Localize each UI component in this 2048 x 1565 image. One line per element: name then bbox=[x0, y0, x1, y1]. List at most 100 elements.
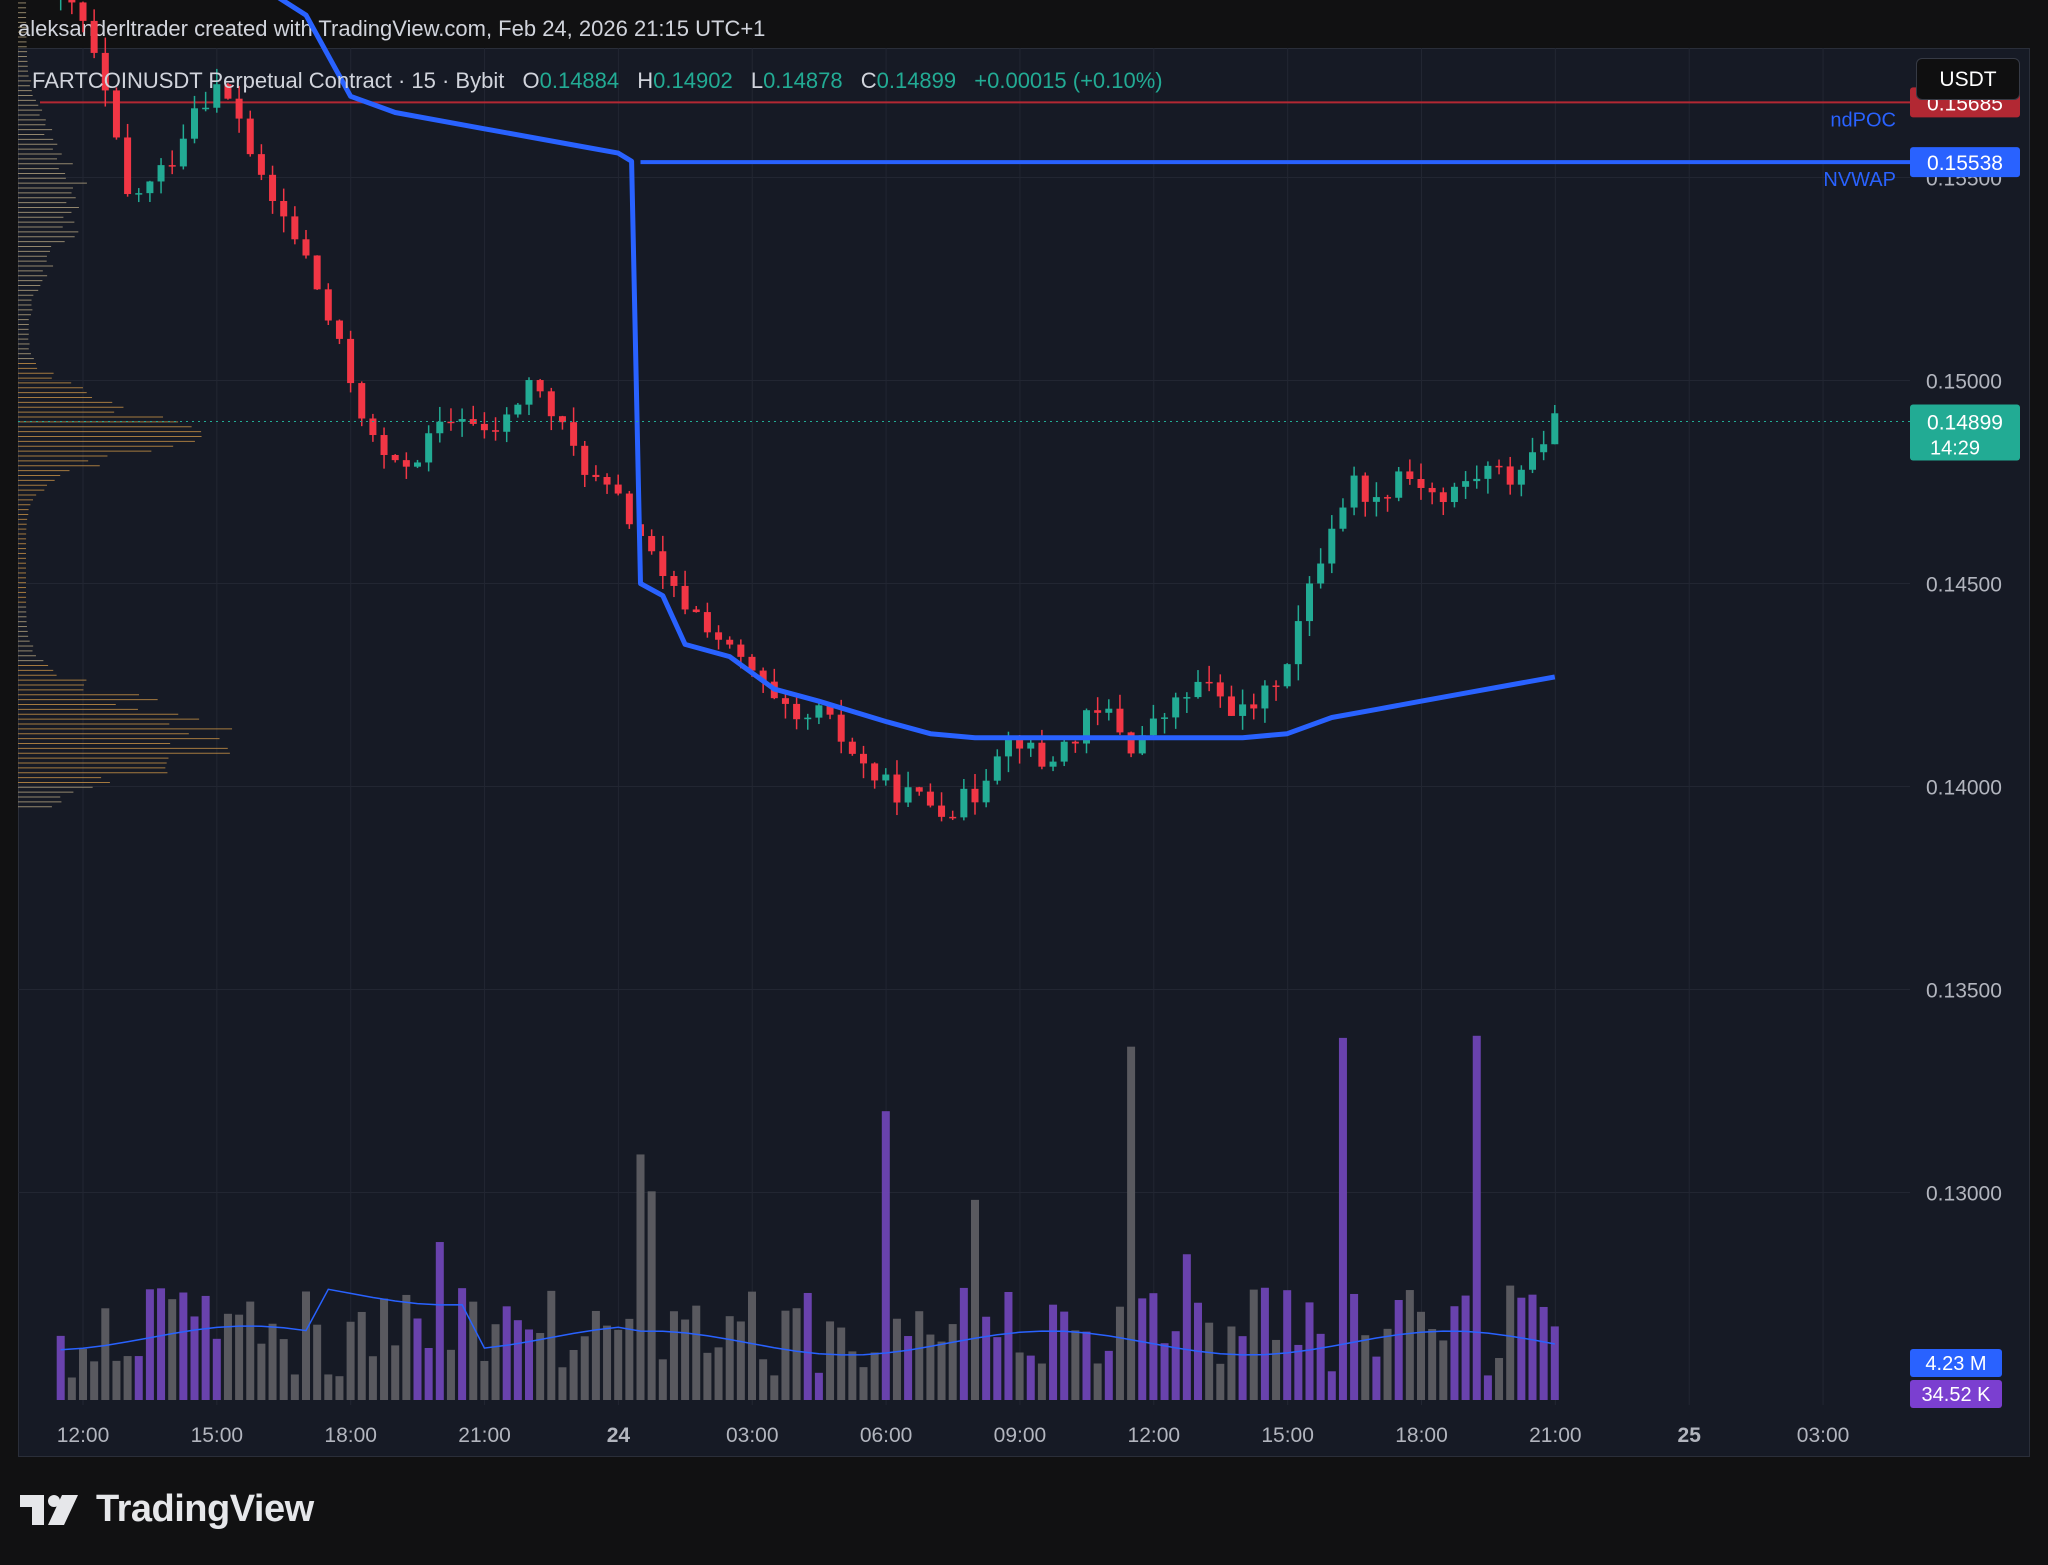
x-tick-label: 18:00 bbox=[324, 1424, 377, 1447]
candle-body bbox=[837, 714, 845, 742]
candle-body bbox=[1283, 664, 1291, 687]
candle-body bbox=[1406, 471, 1414, 479]
volume-bar bbox=[279, 1339, 288, 1400]
candle-body bbox=[670, 576, 678, 586]
candle-body bbox=[1227, 696, 1235, 716]
volume-bar bbox=[1450, 1306, 1459, 1400]
candle-body bbox=[1450, 486, 1458, 503]
candle-body bbox=[79, 2, 87, 21]
candle-body bbox=[971, 788, 979, 803]
volume-badge-label: 4.23 M bbox=[1925, 1353, 1986, 1375]
candle-body bbox=[1395, 471, 1403, 498]
candle-body bbox=[1194, 681, 1202, 698]
candle-body bbox=[1261, 685, 1269, 709]
candle-body bbox=[525, 380, 533, 405]
volume-bar bbox=[814, 1372, 823, 1400]
volume-ma-badge bbox=[1910, 1380, 2002, 1408]
volume-bar bbox=[1238, 1336, 1247, 1400]
volume-bar bbox=[56, 1335, 65, 1400]
candle-body bbox=[904, 787, 912, 803]
volume-bar bbox=[212, 1338, 221, 1400]
volume-bar bbox=[1383, 1328, 1392, 1400]
volume-bar bbox=[1049, 1304, 1058, 1400]
chart-pane[interactable] bbox=[18, 48, 2030, 1457]
volume-bar bbox=[748, 1291, 756, 1400]
close-label: C bbox=[860, 68, 877, 93]
candle-body bbox=[1328, 528, 1336, 564]
symbol-title[interactable]: FARTCOINUSDT Perpetual Contract · 15 · B… bbox=[32, 68, 505, 93]
change-value: +0.00015 (+0.10%) bbox=[974, 68, 1163, 93]
volume-bar bbox=[257, 1343, 266, 1400]
volume-bar bbox=[881, 1111, 890, 1400]
volume-bar bbox=[915, 1311, 924, 1400]
low-label: L bbox=[750, 68, 764, 93]
volume-bar bbox=[290, 1374, 299, 1400]
tradingview-wordmark: TradingView bbox=[96, 1488, 314, 1530]
volume-bar bbox=[714, 1347, 723, 1400]
candle-body bbox=[1417, 478, 1425, 488]
candle-body bbox=[391, 454, 399, 461]
candle-body bbox=[1172, 697, 1180, 718]
volume-bar bbox=[1071, 1330, 1080, 1400]
x-tick-label: 12:00 bbox=[1128, 1424, 1181, 1447]
candle-body bbox=[848, 741, 856, 754]
volume-bar bbox=[859, 1367, 868, 1400]
high-value: 0.14902 bbox=[653, 68, 733, 93]
volume-bar bbox=[1283, 1290, 1292, 1400]
last-price-badge bbox=[1910, 404, 2020, 461]
volume-bar bbox=[792, 1308, 801, 1400]
volume-bar bbox=[268, 1323, 277, 1400]
candle-body bbox=[347, 338, 355, 384]
tradingview-logo-icon bbox=[20, 1494, 78, 1525]
candle-body bbox=[804, 717, 812, 720]
y-tick-label: 0.13000 bbox=[1926, 1183, 2002, 1206]
volume-bar bbox=[357, 1311, 366, 1400]
volume-bar bbox=[904, 1336, 913, 1400]
candle-body bbox=[1294, 621, 1302, 665]
volume-bar bbox=[625, 1318, 634, 1400]
volume-bar bbox=[335, 1376, 344, 1400]
candle-body bbox=[213, 84, 221, 108]
volume-bar bbox=[435, 1242, 444, 1400]
volume-bar bbox=[736, 1321, 745, 1400]
candle-body bbox=[514, 404, 522, 415]
volume-bar bbox=[826, 1321, 835, 1400]
candle-body bbox=[469, 419, 477, 424]
x-tick-label: 21:00 bbox=[1529, 1424, 1582, 1447]
candle-body bbox=[547, 391, 555, 417]
volume-bar bbox=[1495, 1358, 1504, 1400]
high-label: H bbox=[637, 68, 654, 93]
volume-bar bbox=[1405, 1290, 1414, 1400]
volume-bar bbox=[380, 1298, 389, 1400]
candle-body bbox=[1529, 452, 1536, 470]
volume-bar bbox=[982, 1316, 991, 1400]
candle-body bbox=[536, 380, 544, 392]
candle-body bbox=[893, 774, 901, 803]
volume-ma-line bbox=[60, 1288, 1555, 1356]
currency-button[interactable]: USDT bbox=[1916, 58, 2020, 100]
volume-bar bbox=[937, 1341, 946, 1400]
volume-bar bbox=[725, 1316, 734, 1400]
low-value: 0.14878 bbox=[763, 68, 843, 93]
volume-bar bbox=[1060, 1311, 1069, 1400]
volume-bar bbox=[770, 1375, 779, 1400]
volume-bar bbox=[948, 1324, 957, 1400]
volume-bar bbox=[235, 1314, 244, 1400]
candle-body bbox=[458, 419, 466, 422]
volume-bar bbox=[1428, 1329, 1437, 1400]
candle-body bbox=[235, 98, 243, 119]
candle-body bbox=[759, 670, 767, 682]
volume-bar bbox=[1350, 1293, 1359, 1400]
volume-bar bbox=[168, 1299, 177, 1400]
volume-bar bbox=[591, 1310, 600, 1400]
volume-bar bbox=[513, 1320, 522, 1400]
x-tick-label: 06:00 bbox=[860, 1424, 913, 1447]
candle-body bbox=[1495, 465, 1503, 468]
volume-bar bbox=[190, 1316, 199, 1400]
candle-body bbox=[436, 421, 444, 434]
candle-body bbox=[503, 414, 511, 432]
candle-body bbox=[1517, 469, 1525, 485]
tradingview-logo[interactable]: TradingView bbox=[20, 1488, 314, 1531]
candle-body bbox=[1350, 475, 1358, 508]
